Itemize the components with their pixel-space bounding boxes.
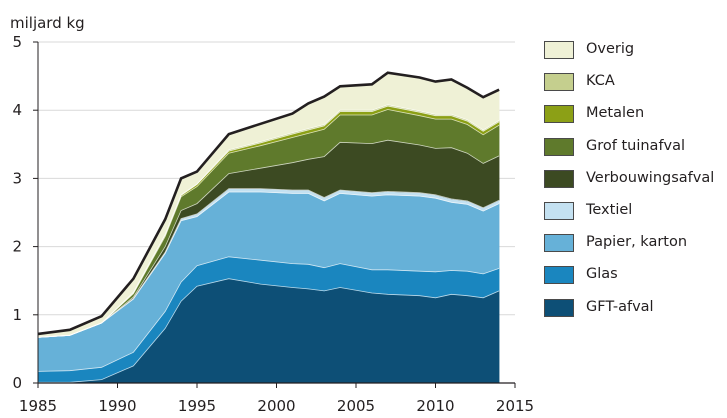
- axes: [37, 42, 515, 384]
- legend-label: Verbouwingsafval: [586, 169, 715, 186]
- x-tick-label: 2015: [496, 397, 534, 415]
- area-separator: [37, 104, 500, 338]
- x-tick-label: 2010: [416, 397, 454, 415]
- legend-label: Papier, karton: [586, 234, 688, 251]
- legend-item-verbouwingsafval: Verbouwingsafval: [544, 169, 724, 189]
- legend-label: Metalen: [586, 105, 645, 122]
- legend-swatch: [544, 169, 574, 188]
- area-separator: [37, 109, 500, 338]
- y-axis-label: miljard kg: [10, 14, 85, 32]
- legend-swatch: [544, 298, 574, 317]
- area-separator: [37, 188, 500, 338]
- area-separator: [37, 139, 500, 338]
- total-outline: [37, 71, 500, 336]
- y-tick-label: 0: [12, 374, 22, 392]
- legend-item-papier-karton: Papier, karton: [544, 233, 724, 253]
- area-separator: [37, 191, 500, 338]
- legend-swatch: [544, 202, 574, 220]
- legend-swatch: [544, 73, 574, 92]
- legend-label: Textiel: [586, 202, 633, 218]
- legend-swatch: [544, 105, 574, 124]
- legend-item-grof-tuinafval: Grof tuinafval: [544, 137, 724, 157]
- y-tick-label: 2: [12, 238, 22, 256]
- x-tick-label: 2000: [257, 397, 295, 415]
- legend-item-overig: Overig: [544, 40, 724, 60]
- legend-item-textiel: Textiel: [544, 201, 724, 221]
- y-tick-label: 4: [12, 101, 22, 119]
- legend-item-glas: Glas: [544, 265, 724, 285]
- y-axis-tick-labels: 0 1 2 3 4 5: [12, 33, 22, 392]
- area-separator: [37, 256, 500, 372]
- x-axis-tick-labels: 1985 1990 1995 2000 2005 2010 2015: [19, 397, 534, 415]
- legend-label: Grof tuinafval: [586, 137, 686, 154]
- legend-swatch: [544, 41, 574, 59]
- x-tick-label: 1990: [98, 397, 136, 415]
- x-tick-label: 2005: [337, 397, 375, 415]
- legend-swatch: [544, 266, 574, 285]
- legend-label: Glas: [586, 266, 618, 283]
- y-tick-label: 5: [12, 33, 22, 51]
- x-tick-label: 1985: [19, 397, 57, 415]
- legend-item-kca: KCA: [544, 72, 724, 92]
- legend-swatch: [544, 137, 574, 156]
- y-tick-label: 1: [12, 306, 22, 324]
- y-tick-label: 3: [12, 169, 22, 187]
- legend-label: GFT-afval: [586, 298, 654, 315]
- legend-swatch: [544, 234, 574, 253]
- area-series: [37, 71, 500, 384]
- legend-item-gft-afval: GFT-afval: [544, 298, 724, 318]
- legend-label: Overig: [586, 41, 635, 57]
- legend-label: KCA: [586, 73, 615, 90]
- area-separator: [38, 278, 500, 383]
- x-tick-label: 1995: [178, 397, 216, 415]
- legend-item-metalen: Metalen: [544, 104, 724, 124]
